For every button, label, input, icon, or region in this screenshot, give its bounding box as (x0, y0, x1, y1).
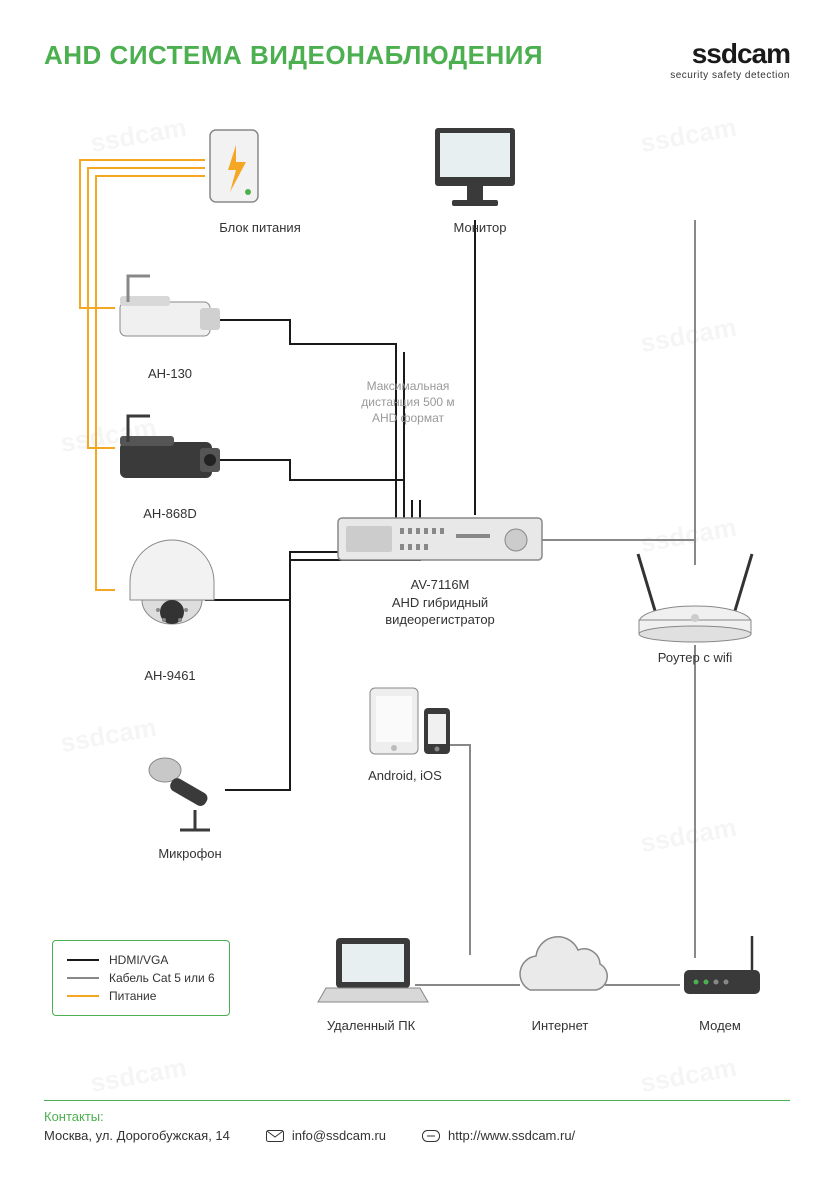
diagram-page: ssdcam ssdcam ssdcam ssdcam ssdcam ssdca… (0, 0, 834, 1191)
mail-icon (266, 1130, 284, 1142)
legend-label: Кабель Cat 5 или 6 (109, 971, 215, 985)
legend-label: Питание (109, 989, 156, 1003)
power-block-icon (210, 130, 258, 202)
power-label: Блок питания (200, 220, 320, 235)
link-icon (422, 1130, 440, 1142)
monitor-label: Монитор (440, 220, 520, 235)
camera-ah9461-icon (130, 540, 214, 624)
router-label: Роутер с wifi (640, 650, 750, 665)
cam3-label: AH-9461 (120, 668, 220, 683)
mobile-devices-icon (370, 688, 450, 754)
distance-note: Максимальная дистанция 500 м AHD формат (348, 378, 468, 427)
cam1-label: AH-130 (120, 366, 220, 381)
router-icon (638, 554, 752, 642)
legend-item: Кабель Cat 5 или 6 (67, 969, 215, 987)
modem-label: Модем (680, 1018, 760, 1033)
mic-label: Микрофон (140, 846, 240, 861)
camera-ah868d-icon (120, 416, 220, 478)
dvr-icon (338, 518, 542, 560)
legend-label: HDMI/VGA (109, 953, 168, 967)
footer-url-text: http://www.ssdcam.ru/ (448, 1128, 575, 1143)
hdmi-cables (205, 220, 475, 790)
mobile-label: Android, iOS (350, 768, 460, 783)
legend-item: HDMI/VGA (67, 951, 215, 969)
footer-url: http://www.ssdcam.ru/ (422, 1128, 575, 1143)
pc-label: Удаленный ПК (316, 1018, 426, 1033)
footer-address: Москва, ул. Дорогобужская, 14 (44, 1128, 230, 1143)
cloud-icon (520, 937, 607, 990)
laptop-icon (318, 938, 428, 1002)
dvr-label: AV-7116M AHD гибридный видеорегистратор (350, 576, 530, 629)
cam2-label: AH-868D (120, 506, 220, 521)
footer: Контакты: Москва, ул. Дорогобужская, 14 … (44, 1100, 790, 1143)
footer-title: Контакты: (44, 1109, 790, 1124)
monitor-icon (435, 128, 515, 206)
footer-email-text: info@ssdcam.ru (292, 1128, 386, 1143)
legend: HDMI/VGA Кабель Cat 5 или 6 Питание (52, 940, 230, 1016)
microphone-icon (149, 758, 210, 830)
legend-item: Питание (67, 987, 215, 1005)
cloud-label: Интернет (510, 1018, 610, 1033)
footer-email: info@ssdcam.ru (266, 1128, 386, 1143)
camera-ah130-icon (120, 276, 220, 336)
